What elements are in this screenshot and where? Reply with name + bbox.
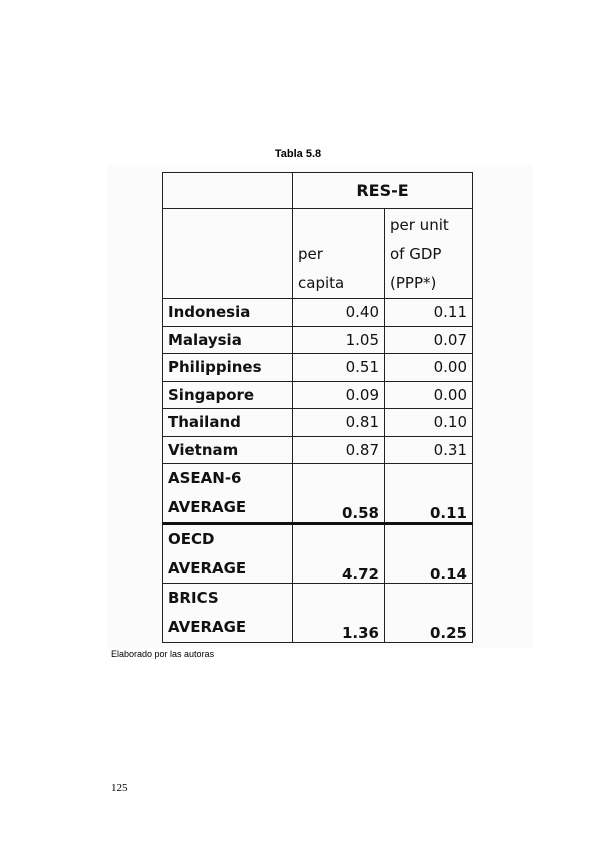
per-gdp-value: 0.07	[384, 325, 473, 354]
table-row: Malaysia 1.05 0.07	[162, 325, 473, 354]
average-label-line1: OECD	[168, 530, 215, 548]
average-label-line2: AVERAGE	[168, 618, 247, 636]
average-label-line1: ASEAN-6	[168, 469, 242, 487]
table-subheader-row: per capita per unit of GDP (PPP*)	[162, 208, 473, 299]
table-row: Singapore 0.09 0.00	[162, 380, 473, 409]
per-capita-value: 0.40	[292, 298, 385, 327]
per-capita-average: 0.58	[292, 463, 385, 524]
table-row: Vietnam 0.87 0.31	[162, 435, 473, 464]
table-row: Philippines 0.51 0.00	[162, 353, 473, 382]
average-label-line2: AVERAGE	[168, 559, 247, 577]
table-caption: Tabla 5.8	[274, 148, 322, 160]
header-gdp-line2: of GDP	[390, 245, 442, 263]
country-name: Indonesia	[162, 298, 293, 327]
per-gdp-value: 0.10	[384, 408, 473, 437]
per-gdp-average: 0.11	[384, 463, 473, 524]
per-capita-value: 0.09	[292, 380, 385, 409]
average-label: OECD AVERAGE	[162, 522, 293, 584]
per-gdp-average: 0.14	[384, 522, 473, 584]
per-gdp-value: 0.00	[384, 353, 473, 382]
per-gdp-value: 0.00	[384, 380, 473, 409]
subheader-empty-cell	[162, 208, 293, 299]
res-e-table: RES-E per capita per unit of GDP (PPP*) …	[162, 172, 473, 643]
country-name: Singapore	[162, 380, 293, 409]
header-per-capita: per capita	[292, 208, 385, 299]
average-row-oecd: OECD AVERAGE 4.72 0.14	[162, 522, 473, 584]
average-label-line2: AVERAGE	[168, 498, 247, 516]
header-per-capita-line2: capita	[298, 274, 345, 292]
per-capita-value: 1.05	[292, 325, 385, 354]
per-gdp-average: 0.25	[384, 583, 473, 643]
header-gdp-line3: (PPP*)	[390, 274, 437, 292]
average-row-brics: BRICS AVERAGE 1.36 0.25	[162, 583, 473, 643]
country-name: Malaysia	[162, 325, 293, 354]
table-row: Indonesia 0.40 0.11	[162, 298, 473, 327]
average-label-line1: BRICS	[168, 589, 219, 607]
table-header-row: RES-E	[162, 172, 473, 209]
per-capita-value: 0.87	[292, 435, 385, 464]
page-number: 125	[111, 782, 128, 794]
per-capita-value: 0.81	[292, 408, 385, 437]
header-empty-cell	[162, 172, 293, 209]
header-gdp-line1: per unit	[390, 216, 449, 234]
average-label: ASEAN-6 AVERAGE	[162, 463, 293, 524]
per-capita-average: 4.72	[292, 522, 385, 584]
per-gdp-value: 0.11	[384, 298, 473, 327]
group-header-res-e: RES-E	[292, 172, 473, 209]
source-note: Elaborado por las autoras	[111, 649, 215, 659]
per-gdp-value: 0.31	[384, 435, 473, 464]
per-capita-average: 1.36	[292, 583, 385, 643]
average-row-asean: ASEAN-6 AVERAGE 0.58 0.11	[162, 463, 473, 524]
country-name: Philippines	[162, 353, 293, 382]
header-per-capita-line1: per	[298, 245, 323, 263]
country-name: Thailand	[162, 408, 293, 437]
header-per-unit-gdp: per unit of GDP (PPP*)	[384, 208, 473, 299]
average-label: BRICS AVERAGE	[162, 583, 293, 643]
per-capita-value: 0.51	[292, 353, 385, 382]
country-name: Vietnam	[162, 435, 293, 464]
table-row: Thailand 0.81 0.10	[162, 408, 473, 437]
